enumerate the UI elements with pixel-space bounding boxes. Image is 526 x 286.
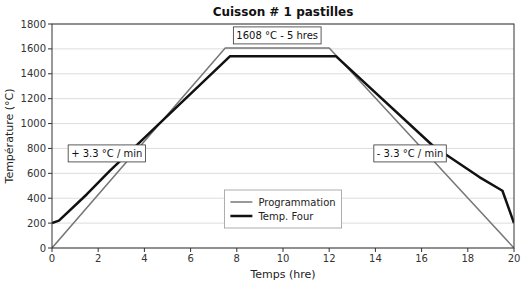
tick-mark (144, 248, 145, 252)
y-axis-label: Température (°C) (3, 89, 16, 185)
tick-mark (48, 73, 52, 74)
tick-label: 16 (415, 253, 428, 264)
tick-label: 200 (27, 218, 46, 229)
tick-label: 10 (277, 253, 290, 264)
plot-frame (52, 24, 514, 248)
legend-label: Programmation (258, 197, 335, 208)
tick-label: 0 (40, 243, 46, 254)
series-line (52, 48, 514, 248)
annotation-text: - 3.3 °C / min (377, 148, 443, 159)
series-group (52, 48, 514, 248)
annotation: 1608 °C - 5 hres (233, 27, 321, 44)
annotation-text: 1608 °C - 5 hres (236, 30, 318, 41)
annotation-box (68, 145, 145, 162)
legend-label: Temp. Four (257, 211, 314, 222)
series-line (52, 56, 514, 223)
tick-mark (48, 123, 52, 124)
tick-mark (375, 248, 376, 252)
tick-label: 4 (141, 253, 147, 264)
tick-mark (48, 223, 52, 224)
tick-mark (329, 248, 330, 252)
legend: Programmation Temp. Four (224, 190, 341, 228)
tick-mark (467, 248, 468, 252)
tick-mark (421, 248, 422, 252)
tick-mark (48, 173, 52, 174)
annotation: + 3.3 °C / min (68, 145, 145, 162)
annotation-box (374, 145, 446, 162)
chart: 0 200 400 600 800 1000 1200 1400 1600 1800 0 2 4 6 8 10… (0, 0, 526, 286)
title: Cuisson # 1 pastilles (213, 5, 354, 19)
tick-label: 800 (27, 143, 46, 154)
tick-mark (283, 248, 284, 252)
grid-line (52, 98, 514, 99)
tick-mark (48, 148, 52, 149)
grid-line (52, 123, 514, 124)
tick-label: 20 (508, 253, 521, 264)
annotation: - 3.3 °C / min (374, 145, 446, 162)
tick-label: 6 (187, 253, 193, 264)
tick-mark (98, 248, 99, 252)
tick-label: 1200 (21, 93, 46, 104)
x-axis-label: Temps (hre) (249, 268, 315, 281)
tick-label: 600 (27, 168, 46, 179)
tick-label: 1000 (21, 118, 46, 129)
tick-mark (48, 48, 52, 49)
tick-label: 1600 (21, 43, 46, 54)
tick-label: 1400 (21, 68, 46, 79)
tick-mark (48, 98, 52, 99)
tick-label: 12 (323, 253, 336, 264)
tick-label: 2 (95, 253, 101, 264)
legend-swatch (230, 215, 252, 218)
tick-mark (514, 248, 515, 252)
tick-mark (52, 248, 53, 252)
tick-label: 18 (461, 253, 474, 264)
legend-box (224, 190, 341, 228)
tick-label: 400 (27, 193, 46, 204)
tick-label: 1800 (21, 19, 46, 30)
tick-mark (48, 24, 52, 25)
annotation-text: + 3.3 °C / min (71, 148, 142, 159)
tick-label: 8 (234, 253, 240, 264)
tick-mark (48, 248, 52, 249)
legend-swatch (230, 201, 252, 203)
tick-mark (236, 248, 237, 252)
plot-area (52, 24, 514, 248)
grid-line (52, 73, 514, 74)
tick-mark (48, 198, 52, 199)
tick-label: 14 (369, 253, 382, 264)
tick-mark (190, 248, 191, 252)
annotation-box (233, 27, 321, 44)
tick-label: 0 (49, 253, 55, 264)
